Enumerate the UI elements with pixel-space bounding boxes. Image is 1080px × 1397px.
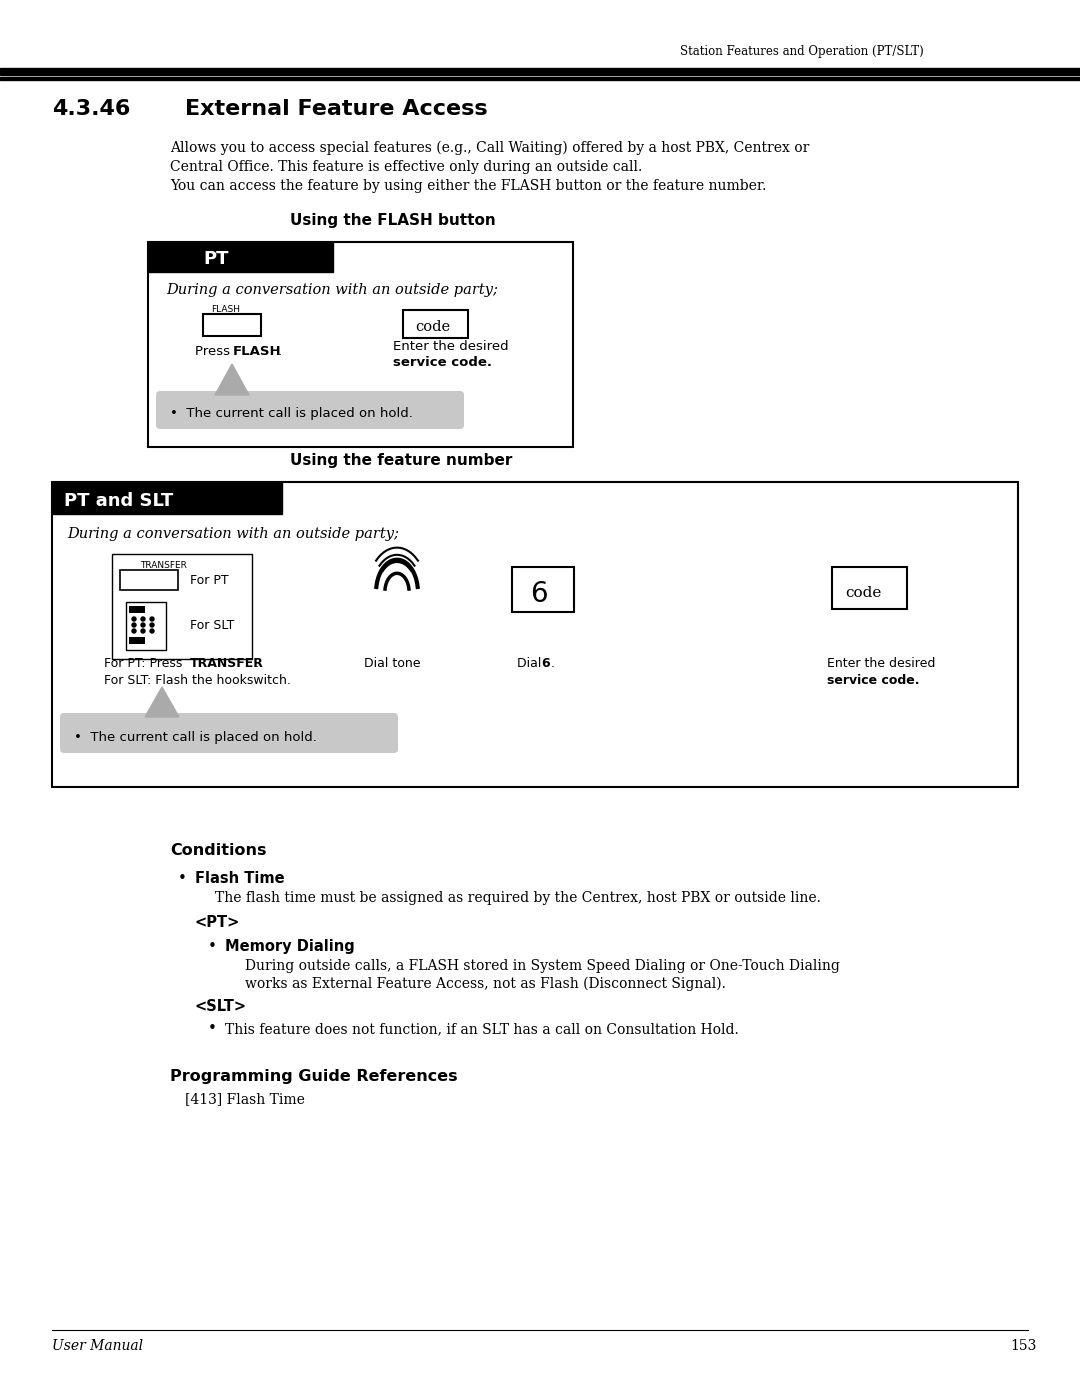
Polygon shape: [145, 687, 179, 717]
Text: Using the feature number: Using the feature number: [291, 453, 512, 468]
Circle shape: [141, 629, 145, 633]
Text: During outside calls, a FLASH stored in System Speed Dialing or One-Touch Dialin: During outside calls, a FLASH stored in …: [245, 958, 840, 972]
Text: Memory Dialing: Memory Dialing: [225, 939, 354, 954]
Text: .: .: [551, 657, 555, 671]
Bar: [52, 482, 282, 514]
Text: During a conversation with an outside party;: During a conversation with an outside pa…: [67, 527, 399, 541]
Circle shape: [141, 617, 145, 622]
Bar: [148, 242, 333, 272]
Text: For PT: For PT: [190, 574, 229, 587]
Text: •: •: [208, 939, 217, 954]
Circle shape: [150, 629, 154, 633]
Circle shape: [150, 623, 154, 627]
Bar: [0, 68, 1080, 75]
Bar: [0, 77, 1080, 80]
Text: code: code: [845, 585, 881, 599]
Text: .: .: [255, 657, 259, 671]
FancyBboxPatch shape: [60, 712, 399, 753]
Text: Using the FLASH button: Using the FLASH button: [291, 212, 496, 228]
Text: •  The current call is placed on hold.: • The current call is placed on hold.: [75, 731, 316, 745]
Text: This feature does not function, if an SLT has a call on Consultation Hold.: This feature does not function, if an SL…: [225, 1023, 739, 1037]
Text: For SLT: Flash the hookswitch.: For SLT: Flash the hookswitch.: [104, 673, 291, 687]
Bar: [832, 567, 907, 609]
Text: works as External Feature Access, not as Flash (Disconnect Signal).: works as External Feature Access, not as…: [245, 977, 726, 990]
Text: service code.: service code.: [827, 673, 919, 687]
Text: Conditions: Conditions: [170, 842, 267, 858]
Text: •  The current call is placed on hold.: • The current call is placed on hold.: [170, 407, 413, 420]
Bar: [129, 606, 145, 613]
Circle shape: [132, 617, 136, 622]
Text: You can access the feature by using either the FLASH button or the feature numbe: You can access the feature by using eith…: [170, 179, 767, 193]
Text: •: •: [208, 1021, 217, 1037]
Bar: [112, 555, 252, 659]
Text: FLASH: FLASH: [233, 345, 282, 358]
Text: PT and SLT: PT and SLT: [64, 492, 173, 510]
Text: .: .: [278, 345, 282, 358]
Text: [413] Flash Time: [413] Flash Time: [185, 1092, 305, 1106]
Text: PT: PT: [203, 250, 229, 268]
Text: Allows you to access special features (e.g., Call Waiting) offered by a host PBX: Allows you to access special features (e…: [170, 141, 809, 155]
Text: During a conversation with an outside party;: During a conversation with an outside pa…: [166, 284, 498, 298]
Text: Dial: Dial: [517, 657, 545, 671]
Bar: [512, 567, 573, 612]
Text: 153: 153: [1010, 1338, 1037, 1354]
Bar: [403, 310, 468, 338]
Circle shape: [132, 623, 136, 627]
Circle shape: [132, 629, 136, 633]
Text: Central Office. This feature is effective only during an outside call.: Central Office. This feature is effectiv…: [170, 161, 643, 175]
Text: The flash time must be assigned as required by the Centrex, host PBX or outside : The flash time must be assigned as requi…: [215, 891, 821, 905]
Text: service code.: service code.: [393, 356, 492, 369]
Text: <PT>: <PT>: [195, 915, 241, 930]
Text: FLASH: FLASH: [211, 305, 240, 314]
Text: Station Features and Operation (PT/SLT): Station Features and Operation (PT/SLT): [680, 45, 923, 59]
Text: External Feature Access: External Feature Access: [185, 99, 488, 119]
Text: Dial tone: Dial tone: [364, 657, 420, 671]
Bar: [126, 602, 166, 650]
Polygon shape: [215, 365, 249, 395]
Text: TRANSFER: TRANSFER: [190, 657, 264, 671]
Bar: [120, 570, 178, 590]
Bar: [52, 482, 1018, 787]
Text: Flash Time: Flash Time: [195, 870, 285, 886]
Text: •: •: [178, 870, 187, 886]
Circle shape: [141, 623, 145, 627]
Text: For SLT: For SLT: [190, 619, 234, 631]
Text: TRANSFER: TRANSFER: [140, 562, 187, 570]
Text: Enter the desired: Enter the desired: [393, 339, 509, 353]
Bar: [129, 637, 145, 644]
Text: For PT: Press: For PT: Press: [104, 657, 187, 671]
Text: <SLT>: <SLT>: [195, 999, 247, 1014]
Bar: [148, 242, 573, 447]
FancyBboxPatch shape: [156, 391, 464, 429]
Text: 4.3.46: 4.3.46: [52, 99, 131, 119]
Text: Enter the desired: Enter the desired: [827, 657, 935, 671]
Circle shape: [150, 617, 154, 622]
Bar: [203, 314, 261, 337]
Text: 6: 6: [530, 580, 548, 608]
Text: User Manual: User Manual: [52, 1338, 144, 1354]
Text: 6: 6: [541, 657, 550, 671]
Text: Press: Press: [195, 345, 234, 358]
Text: Programming Guide References: Programming Guide References: [170, 1069, 458, 1084]
Text: code: code: [415, 320, 450, 334]
